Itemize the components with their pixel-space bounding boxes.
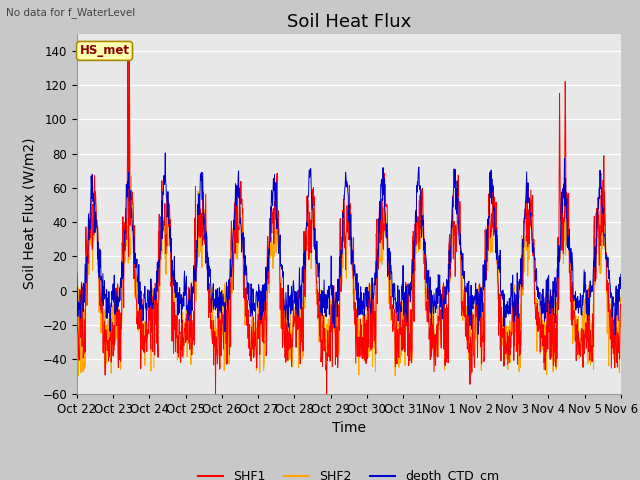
Title: Soil Heat Flux: Soil Heat Flux bbox=[287, 12, 411, 31]
Y-axis label: Soil Heat Flux (W/m2): Soil Heat Flux (W/m2) bbox=[23, 138, 36, 289]
X-axis label: Time: Time bbox=[332, 421, 366, 435]
Legend: SHF1, SHF2, depth_CTD_cm: SHF1, SHF2, depth_CTD_cm bbox=[193, 465, 504, 480]
Text: HS_met: HS_met bbox=[79, 44, 129, 58]
Text: No data for f_WaterLevel: No data for f_WaterLevel bbox=[6, 7, 136, 18]
